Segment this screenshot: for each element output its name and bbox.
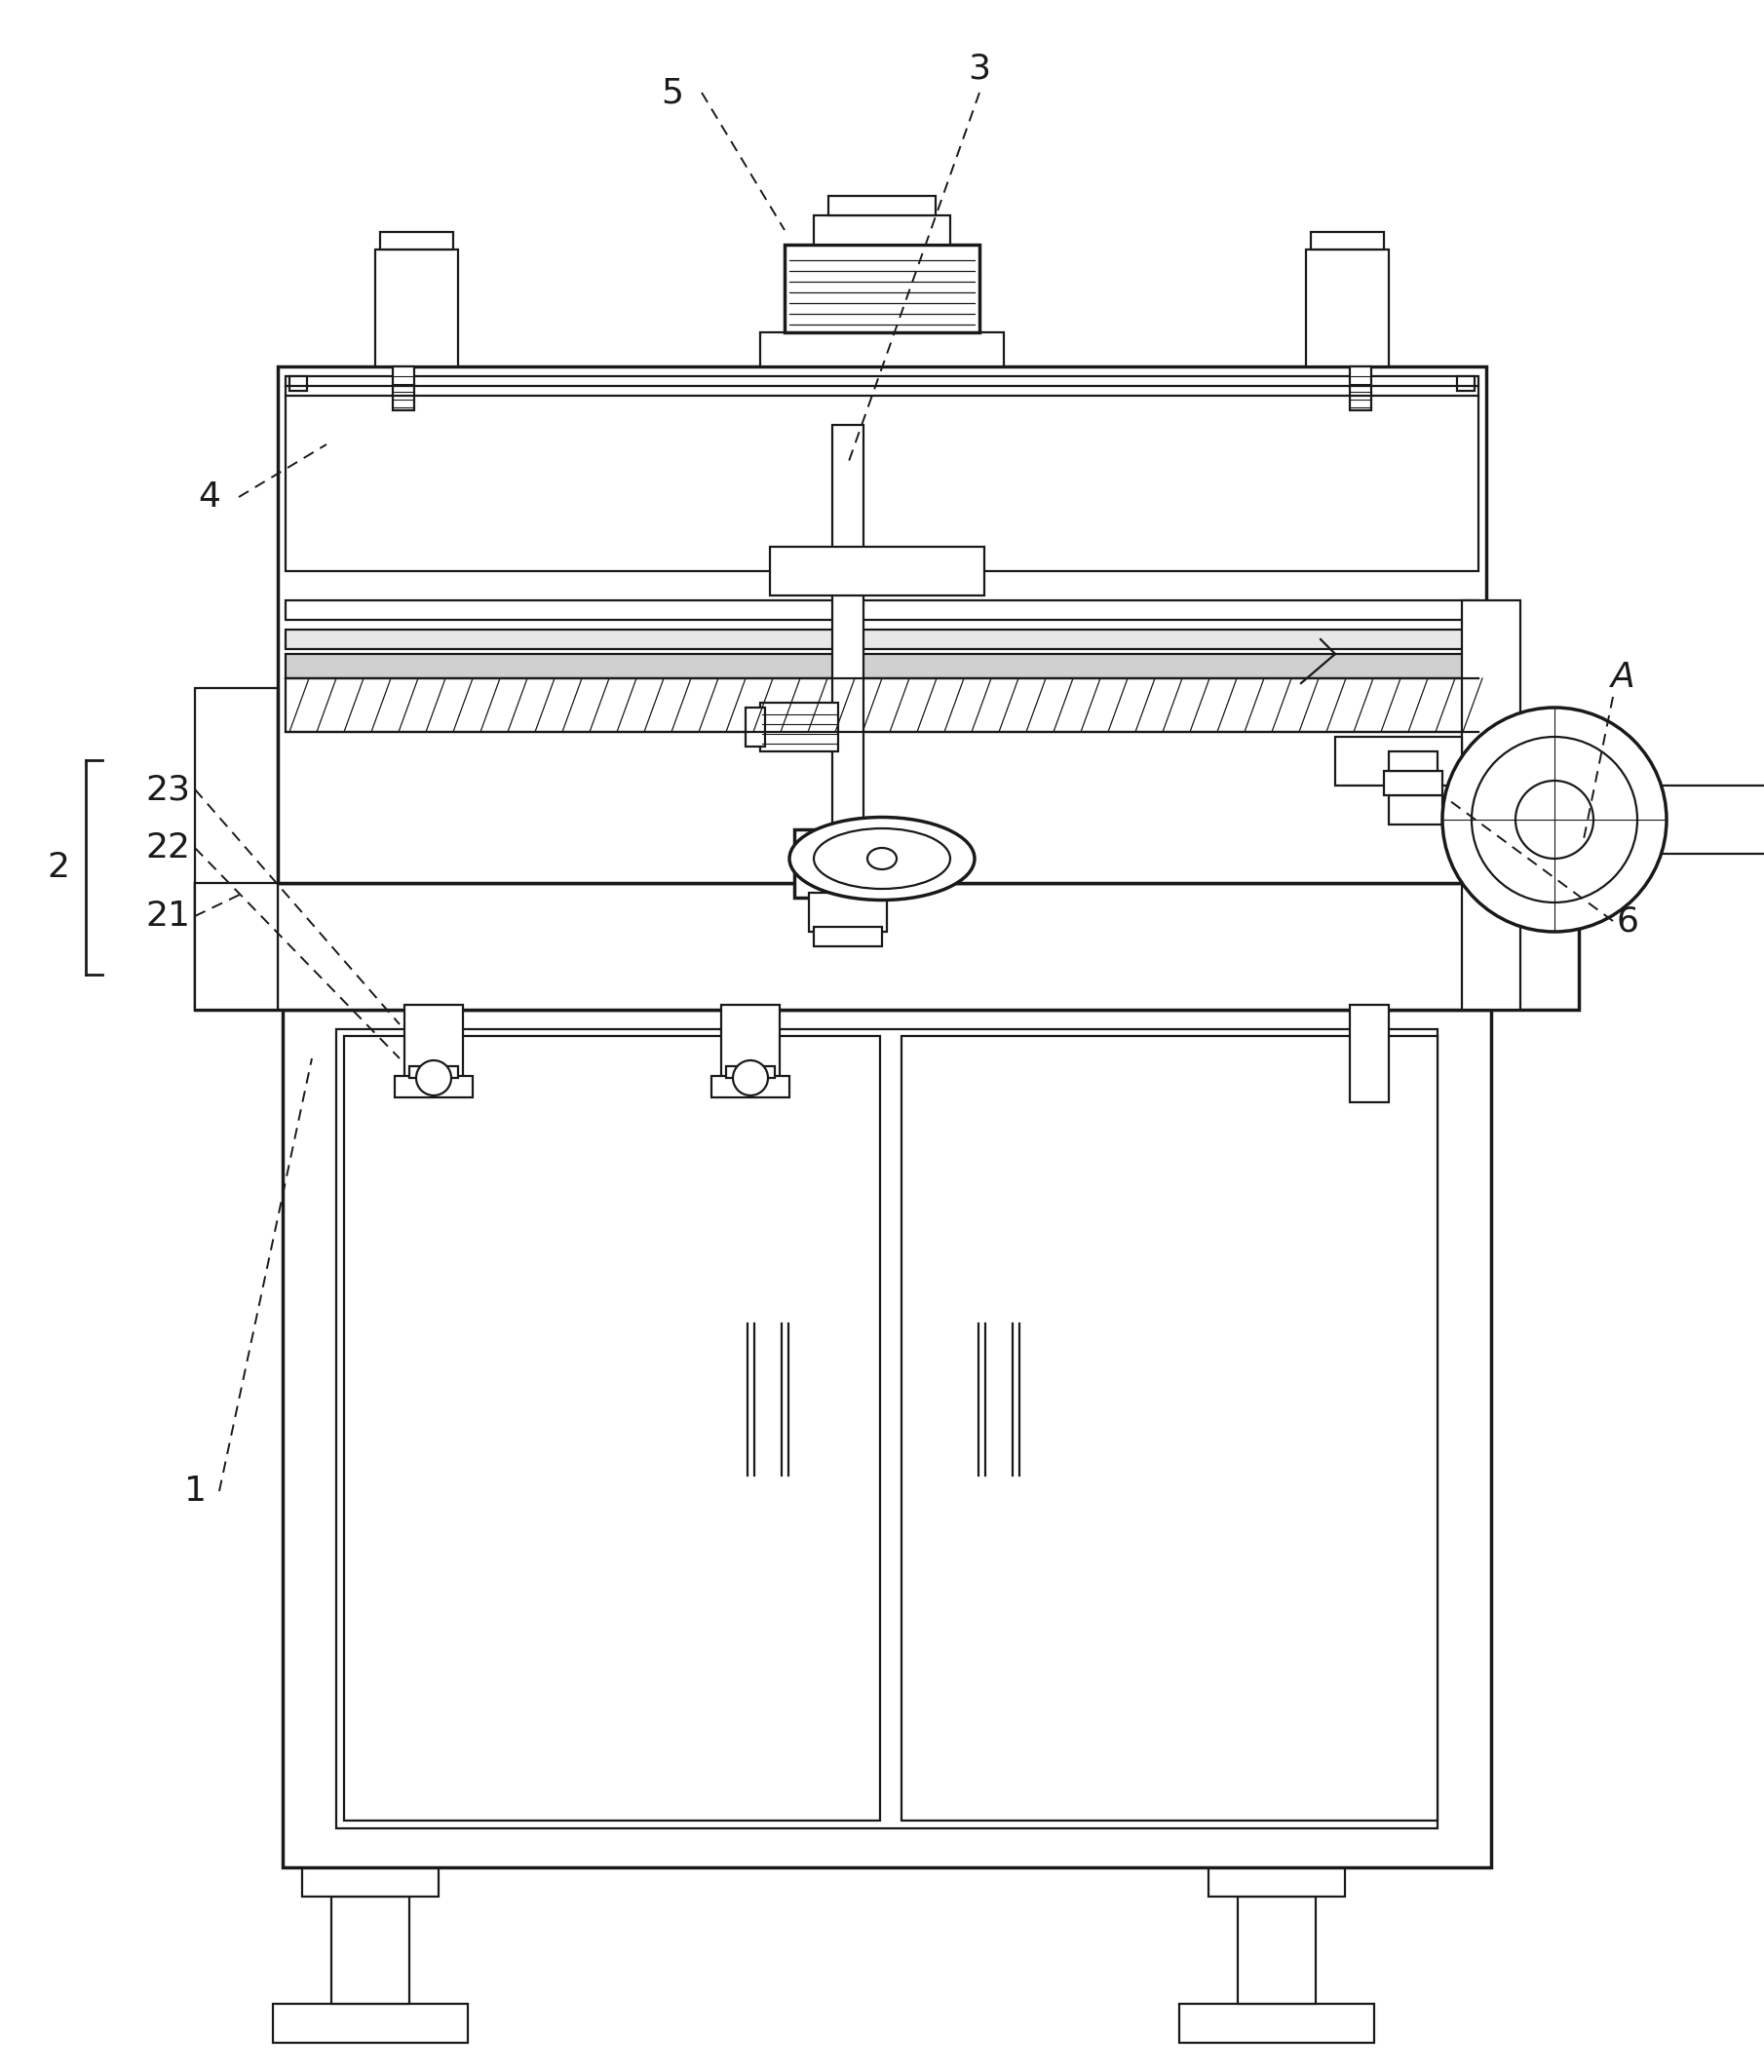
Bar: [1662, 785, 1764, 854]
Bar: [289, 377, 307, 392]
Text: 3: 3: [968, 52, 991, 85]
Bar: [194, 883, 1579, 1009]
Bar: [1238, 1896, 1316, 2004]
Bar: [376, 249, 459, 367]
Bar: [769, 547, 984, 595]
Bar: [1462, 601, 1521, 1009]
Bar: [273, 2004, 467, 2043]
Bar: [277, 367, 1487, 883]
Circle shape: [1443, 707, 1667, 932]
Text: 22: 22: [145, 831, 191, 864]
Bar: [1180, 2004, 1374, 2043]
Bar: [1457, 377, 1475, 392]
Bar: [379, 232, 453, 249]
Bar: [711, 1075, 790, 1098]
Text: 2: 2: [48, 852, 71, 885]
Bar: [286, 655, 1478, 678]
Text: 21: 21: [145, 899, 191, 932]
Bar: [901, 1036, 1438, 1821]
Bar: [332, 1896, 409, 2004]
Bar: [194, 688, 277, 1009]
Bar: [286, 678, 1478, 731]
Bar: [760, 332, 1004, 367]
Text: 4: 4: [198, 481, 220, 514]
Bar: [1208, 1867, 1344, 1896]
Bar: [337, 1030, 1438, 1828]
Bar: [1388, 752, 1438, 771]
Bar: [813, 215, 951, 244]
Bar: [1385, 771, 1443, 796]
Text: 6: 6: [1616, 905, 1639, 937]
Bar: [1349, 367, 1371, 410]
Bar: [810, 893, 887, 932]
Circle shape: [1515, 781, 1593, 858]
Bar: [746, 707, 766, 746]
Bar: [302, 1867, 439, 1896]
Bar: [393, 367, 415, 410]
Ellipse shape: [813, 829, 951, 889]
Text: 23: 23: [145, 773, 191, 806]
Bar: [785, 244, 979, 332]
Bar: [404, 1005, 462, 1077]
Ellipse shape: [868, 847, 896, 870]
Bar: [813, 926, 882, 947]
Bar: [395, 1075, 473, 1098]
Bar: [1388, 796, 1443, 825]
Bar: [286, 601, 1478, 620]
Text: A: A: [1611, 661, 1635, 694]
Bar: [282, 1009, 1491, 1867]
Bar: [344, 1036, 880, 1821]
Bar: [1335, 738, 1462, 785]
Bar: [286, 377, 1478, 572]
Bar: [409, 1067, 459, 1077]
Bar: [794, 829, 901, 897]
Bar: [760, 702, 838, 752]
Circle shape: [732, 1061, 767, 1096]
Bar: [829, 197, 935, 215]
Bar: [833, 425, 864, 829]
Bar: [1311, 232, 1385, 249]
Bar: [727, 1067, 774, 1077]
Circle shape: [1471, 738, 1637, 903]
Bar: [1349, 1005, 1388, 1102]
Text: 5: 5: [662, 77, 684, 110]
Circle shape: [416, 1061, 452, 1096]
Bar: [286, 630, 1478, 649]
Text: 1: 1: [183, 1475, 206, 1508]
Ellipse shape: [790, 816, 974, 899]
Bar: [721, 1005, 780, 1077]
Bar: [1305, 249, 1388, 367]
Bar: [194, 883, 277, 1009]
